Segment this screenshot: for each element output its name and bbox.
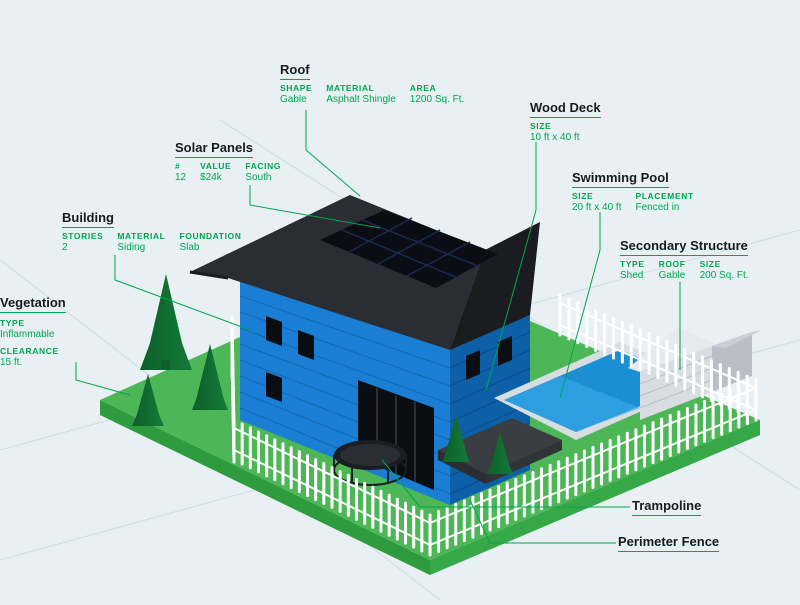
label-pool: Swimming Pool SIZE20 ft x 40 ft PLACEMEN… xyxy=(572,170,694,213)
roof-title: Roof xyxy=(280,62,310,80)
label-trampoline: Trampoline xyxy=(632,498,701,516)
label-wooddeck: Wood Deck SIZE10 ft x 40 ft xyxy=(530,100,601,143)
vegetation-title: Vegetation xyxy=(0,295,66,313)
label-vegetation: Vegetation TYPEInflammable CLEARANCE15 f… xyxy=(0,295,66,368)
tree-back-1 xyxy=(140,274,192,370)
secondary-title: Secondary Structure xyxy=(620,238,748,256)
label-secondary: Secondary Structure TYPEShed ROOFGable S… xyxy=(620,238,749,281)
pool-title: Swimming Pool xyxy=(572,170,669,188)
label-roof: Roof SHAPEGable MATERIALAsphalt Shingle … xyxy=(280,62,464,105)
wooddeck-title: Wood Deck xyxy=(530,100,601,118)
label-building: Building STORIES2 MATERIALSiding FOUNDAT… xyxy=(62,210,241,253)
label-solar: Solar Panels #12 VALUE$24k FACINGSouth xyxy=(175,140,281,183)
label-fence: Perimeter Fence xyxy=(618,534,719,552)
building-title: Building xyxy=(62,210,114,228)
solar-title: Solar Panels xyxy=(175,140,253,158)
